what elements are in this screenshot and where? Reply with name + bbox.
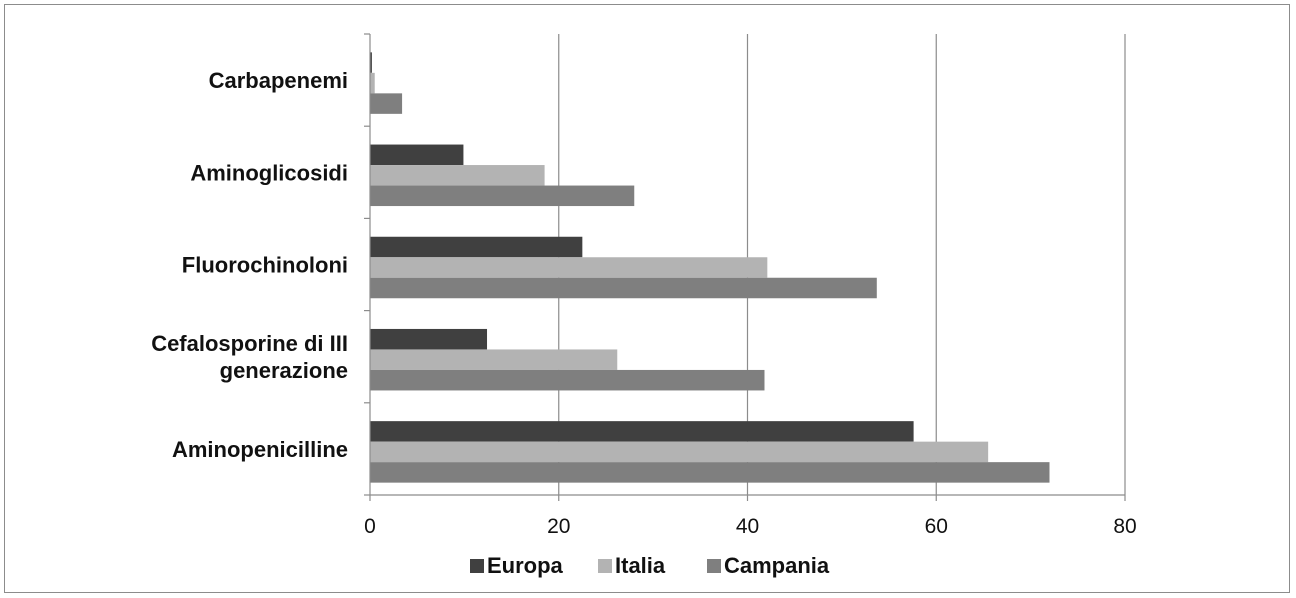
category-labels: Carbapenemi Aminoglicosidi Fluorochinoloni… [151, 68, 348, 462]
legend-label-campania: Campania [724, 553, 830, 578]
bar-italia [370, 72, 375, 94]
bar-campania [370, 369, 765, 391]
x-tick-label: 80 [1113, 515, 1136, 538]
legend-swatch-campania [707, 559, 721, 573]
category-label: Fluorochinoloni [182, 253, 348, 278]
bar-campania [370, 277, 877, 299]
bar-italia [370, 349, 618, 370]
bar-campania [370, 93, 403, 114]
category-label: Cefalosporine di III generazione [151, 331, 348, 383]
bar-campania [370, 462, 1050, 483]
bar-europa [370, 328, 488, 350]
bars [370, 52, 1050, 483]
category-label: Carbapenemi [209, 68, 348, 93]
x-tick-labels: 0 20 40 60 80 [364, 515, 1137, 538]
x-tick-label: 0 [364, 515, 376, 538]
bar-italia [370, 165, 545, 186]
category-label: Aminopenicilline [172, 437, 348, 462]
legend-swatch-europa [470, 559, 484, 573]
x-tick-label: 20 [547, 515, 570, 538]
bar-europa [370, 52, 372, 73]
x-tick-label: 60 [925, 515, 948, 538]
bar-europa [370, 144, 464, 166]
legend-label-europa: Europa [487, 553, 564, 578]
legend-label-italia: Italia [615, 553, 666, 578]
bar-italia [370, 257, 768, 278]
bar-italia [370, 441, 989, 463]
bar-europa [370, 421, 914, 442]
legend: Europa Italia Campania [470, 553, 830, 578]
bar-campania [370, 185, 635, 207]
x-tick-label: 40 [736, 515, 759, 538]
category-label: Aminoglicosidi [190, 160, 348, 185]
legend-swatch-italia [598, 559, 612, 573]
bar-europa [370, 236, 583, 258]
axes [364, 33, 1126, 501]
chart-frame [4, 4, 1290, 593]
